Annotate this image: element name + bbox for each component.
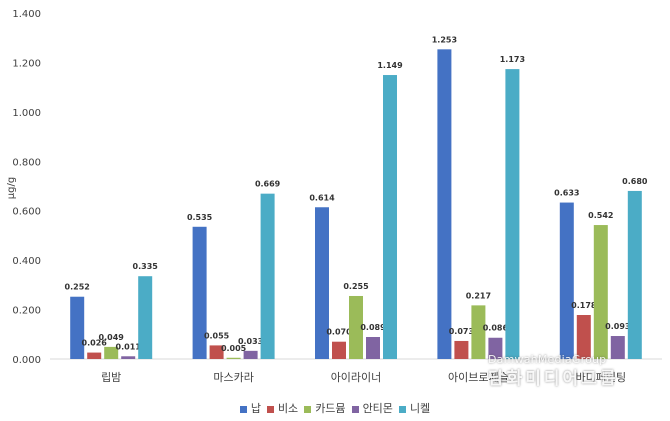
legend-item: 카드뮴 <box>304 400 346 416</box>
data-label: 0.535 <box>187 213 213 222</box>
bar <box>226 357 241 359</box>
x-category-label: 바디페인팅 <box>575 371 626 384</box>
data-label: 0.070 <box>326 328 352 337</box>
data-label: 0.255 <box>343 282 369 291</box>
bar <box>454 340 469 359</box>
y-tick-label: 0.000 <box>12 355 41 366</box>
bar <box>366 337 380 359</box>
bar <box>332 341 346 359</box>
bar <box>209 345 224 359</box>
legend-swatch <box>304 405 312 413</box>
legend-label: 카드뮴 <box>315 402 346 415</box>
legend-label: 납 <box>250 402 261 415</box>
data-label: 1.149 <box>377 61 403 70</box>
data-label: 0.178 <box>571 301 597 310</box>
bar <box>610 336 625 359</box>
y-axis-label: μg/g <box>6 177 17 199</box>
bar <box>437 49 452 360</box>
x-category-label: 아이브로페슬 <box>448 371 509 384</box>
bar <box>260 193 275 359</box>
legend-swatch <box>266 405 274 413</box>
y-tick-label: 0.800 <box>12 157 41 168</box>
data-label: 0.217 <box>466 291 491 300</box>
data-label: 0.011 <box>116 342 142 351</box>
y-tick-label: 1.200 <box>12 58 41 69</box>
data-label: 1.253 <box>432 35 457 44</box>
y-tick-label: 1.400 <box>12 9 41 20</box>
y-tick-label: 0.600 <box>12 207 41 218</box>
legend: 납 비소 카드뮴 안티몬 니켈 <box>0 400 670 416</box>
x-category-label: 립밤 <box>101 371 121 384</box>
watermark: DamwahMediaGroup 담화미디어그룹 <box>488 353 618 389</box>
data-label: 0.252 <box>65 283 90 292</box>
data-label: 1.173 <box>500 55 525 64</box>
legend-item: 납 <box>239 400 261 416</box>
data-label: 0.669 <box>255 180 281 189</box>
y-tick-label: 0.200 <box>12 306 41 317</box>
data-label: 0.086 <box>483 324 509 333</box>
legend-item: 안티몬 <box>351 400 393 416</box>
watermark-line2: 담화미디어그룹 <box>488 369 619 389</box>
bar <box>70 296 85 359</box>
watermark-line1: DamwahMediaGroup <box>488 353 607 366</box>
bar <box>383 75 397 359</box>
x-category-label: 아이라이너 <box>331 371 382 384</box>
legend-swatch <box>398 405 406 413</box>
data-label: 0.093 <box>605 322 630 331</box>
data-label: 0.005 <box>221 344 247 353</box>
legend-label: 니켈 <box>409 402 431 415</box>
bar <box>488 337 503 359</box>
bar <box>138 276 153 359</box>
legend-label: 비소 <box>277 402 299 415</box>
bar <box>471 305 486 359</box>
bar <box>87 352 102 359</box>
legend-item: 니켈 <box>398 400 431 416</box>
data-label: 0.055 <box>204 331 230 340</box>
y-tick-label: 1.000 <box>12 108 41 119</box>
bar <box>505 69 520 359</box>
bar <box>627 190 642 359</box>
bar <box>559 202 574 359</box>
bar <box>349 295 363 359</box>
bar <box>315 207 329 359</box>
legend-item: 비소 <box>266 400 299 416</box>
bar <box>121 356 136 359</box>
data-label: 0.089 <box>360 323 386 332</box>
data-label: 0.026 <box>82 339 108 348</box>
data-label: 0.033 <box>238 337 263 346</box>
plot-area: 0.000 0.200 0.400 0.600 0.800 1.000 1.200 1.400… <box>12 9 662 384</box>
data-label: 0.049 <box>99 333 125 342</box>
data-label: 0.542 <box>588 211 613 220</box>
data-label: 0.073 <box>449 327 474 336</box>
data-label: 0.680 <box>622 177 648 186</box>
legend-swatch <box>351 405 359 413</box>
bar <box>576 315 591 359</box>
y-tick-label: 0.400 <box>12 256 41 267</box>
bar <box>192 226 207 359</box>
bar <box>243 350 258 359</box>
data-label: 0.335 <box>133 262 159 271</box>
bar <box>104 346 119 359</box>
data-label: 0.633 <box>554 189 579 198</box>
legend-label: 안티몬 <box>362 402 393 415</box>
bar <box>593 225 608 359</box>
data-label: 0.614 <box>309 193 335 202</box>
legend-swatch <box>239 405 247 413</box>
x-category-label: 마스카라 <box>213 371 253 384</box>
